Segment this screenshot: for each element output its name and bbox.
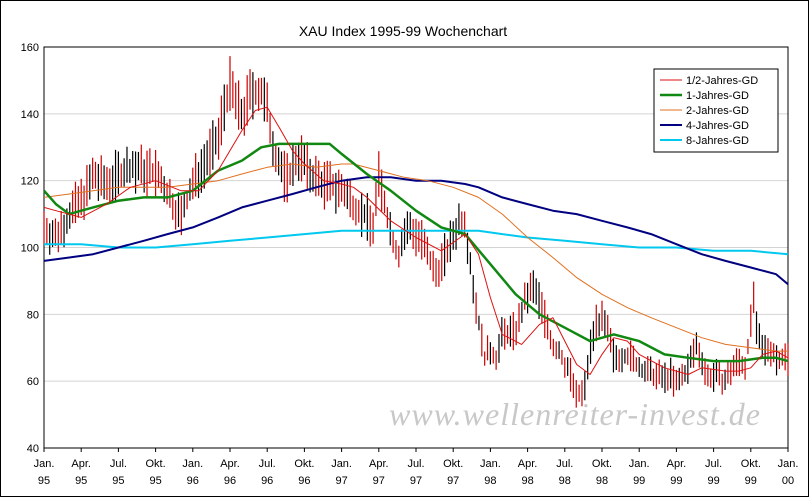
- series-line: [43, 106, 789, 375]
- x-tick-year: 98: [596, 475, 608, 487]
- x-tick-year: 97: [335, 475, 347, 487]
- x-tick-year: 99: [670, 475, 682, 487]
- x-tick-month: Jul.: [407, 458, 424, 470]
- y-tick-label: 160: [21, 42, 39, 54]
- x-tick-month: Jul.: [705, 458, 722, 470]
- x-tick-year: 97: [410, 475, 422, 487]
- x-tick-month: Jan.: [480, 458, 501, 470]
- x-tick-month: Okt.: [443, 458, 463, 470]
- x-tick-year: 99: [707, 475, 719, 487]
- watermark: www.wellenreiter-invest.de: [389, 396, 761, 432]
- x-tick-year: 96: [224, 475, 236, 487]
- x-tick-month: Jul.: [556, 458, 573, 470]
- x-tick-year: 95: [112, 475, 124, 487]
- x-tick-month: Apr.: [71, 458, 91, 470]
- legend-label: 1/2-Jahres-GD: [686, 75, 758, 87]
- x-tick-year: 95: [149, 475, 161, 487]
- x-tick-month: Okt.: [146, 458, 166, 470]
- y-tick-label: 80: [27, 309, 39, 321]
- legend-label: 2-Jahres-GD: [686, 105, 749, 117]
- x-tick-year: 97: [447, 475, 459, 487]
- price-bars: [43, 56, 789, 408]
- x-tick-year: 98: [521, 475, 533, 487]
- x-tick-year: 96: [298, 475, 310, 487]
- x-tick-year: 95: [38, 475, 50, 487]
- legend: 1/2-Jahres-GD 1-Jahres-GD 2-Jahres-GD 4-Jah…: [653, 68, 779, 153]
- axes: 160 140 120 100 80 60 40 Jan. 95 Apr. 95 Jul. 95 Okt.…: [21, 42, 799, 487]
- x-tick-month: Okt.: [294, 458, 314, 470]
- legend-label: 4-Jahres-GD: [686, 120, 749, 132]
- series-line: [44, 229, 789, 256]
- legend-label: 1-Jahres-GD: [686, 90, 749, 102]
- y-tick-label: 100: [21, 243, 39, 255]
- x-tick-year: 96: [261, 475, 273, 487]
- x-tick-year: 00: [782, 475, 794, 487]
- moving-averages: [43, 106, 789, 375]
- x-tick-year: 99: [745, 475, 757, 487]
- x-tick-month: Apr.: [220, 458, 240, 470]
- x-tick-year: 98: [484, 475, 496, 487]
- series-line: [43, 142, 789, 363]
- x-tick-month: Jan.: [34, 458, 55, 470]
- x-tick-month: Jul.: [110, 458, 127, 470]
- y-tick-label: 140: [21, 109, 39, 121]
- y-tick-label: 40: [27, 443, 39, 455]
- x-tick-month: Jan.: [182, 458, 203, 470]
- x-tick-year: 99: [633, 475, 645, 487]
- x-tick-month: Apr.: [369, 458, 389, 470]
- x-tick-month: Okt.: [592, 458, 612, 470]
- x-tick-year: 97: [373, 475, 385, 487]
- x-tick-year: 96: [187, 475, 199, 487]
- legend-label: 8-Jahres-GD: [686, 135, 749, 147]
- x-tick-year: 98: [559, 475, 571, 487]
- x-tick-month: Jul.: [259, 458, 276, 470]
- y-tick-label: 60: [27, 376, 39, 388]
- x-tick-year: 95: [75, 475, 87, 487]
- x-tick-month: Okt.: [741, 458, 761, 470]
- x-tick-month: Jan.: [331, 458, 352, 470]
- chart-title: XAU Index 1995-99 Wochenchart: [299, 23, 507, 39]
- x-tick-month: Jan.: [629, 458, 650, 470]
- x-tick-month: Jan.: [778, 458, 799, 470]
- x-tick-month: Apr.: [667, 458, 687, 470]
- y-tick-label: 120: [21, 176, 39, 188]
- x-tick-month: Apr.: [518, 458, 538, 470]
